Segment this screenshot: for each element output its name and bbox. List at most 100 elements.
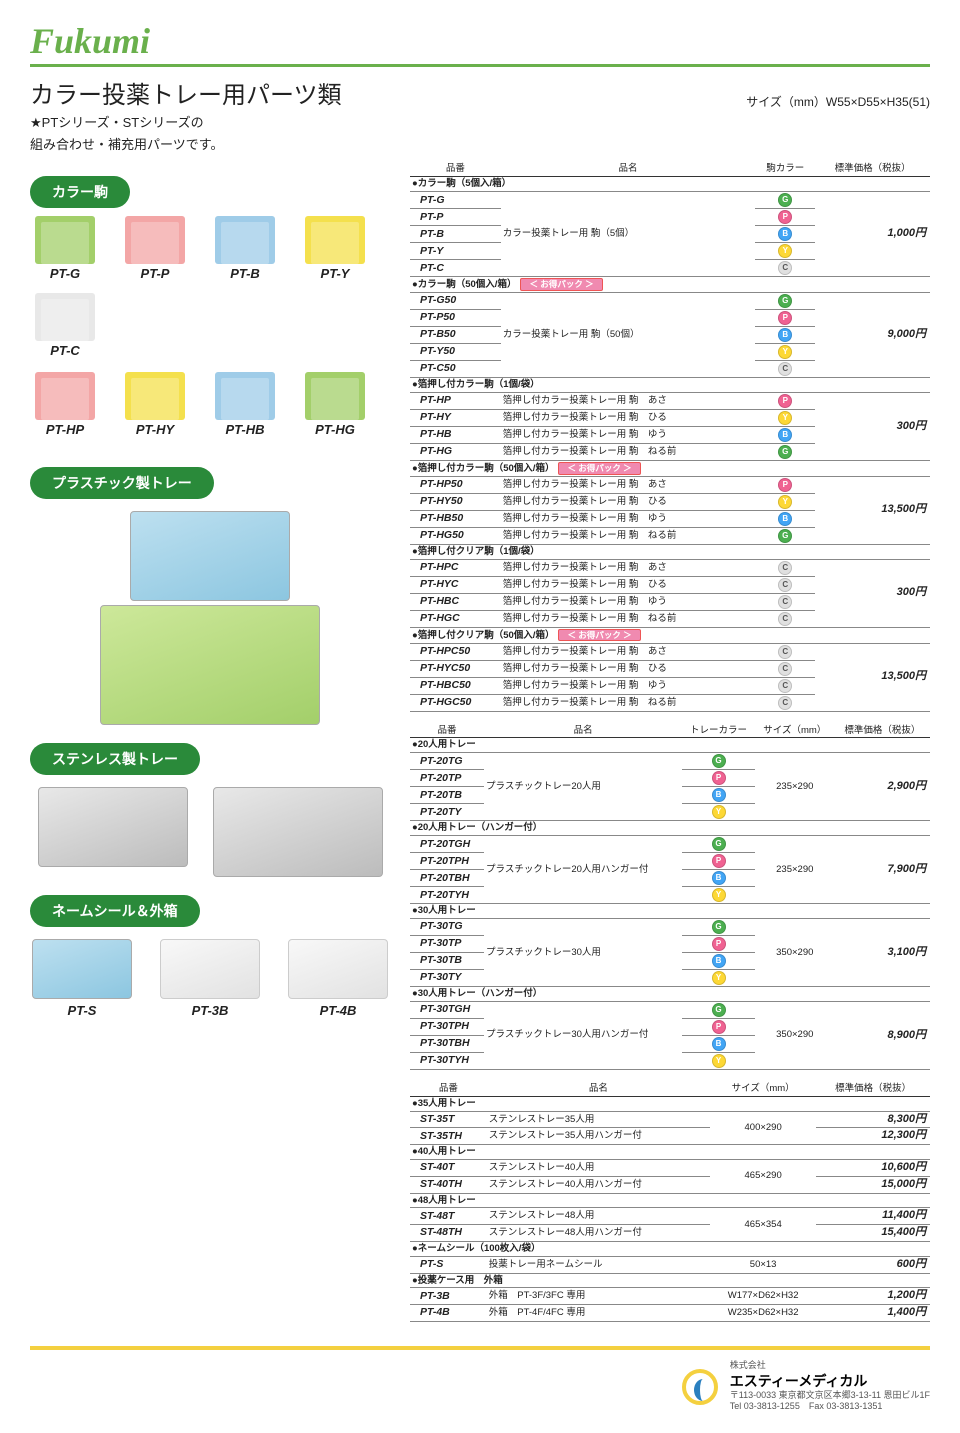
t3-section: ●投薬ケース用 外箱 <box>410 1273 930 1288</box>
t1-badge: C <box>755 610 815 627</box>
t1-badge: Y <box>755 344 815 361</box>
t2-badge: B <box>682 787 755 804</box>
size-note: サイズ（mm）W55×D55×H35(51) <box>746 93 930 110</box>
swatch-PT-HB: PT-HB <box>210 372 280 437</box>
t1-badge: C <box>755 660 815 677</box>
steel-tray-image-1 <box>38 787 188 867</box>
t2-header: 品名 <box>484 724 682 738</box>
t2-section: ●30人用トレー <box>410 904 930 919</box>
subtitle-2: 組み合わせ・補充用パーツです。 <box>30 136 930 154</box>
section-pill-stray: ステンレス製トレー <box>30 743 200 775</box>
table-koma: 品番品名駒カラー標準価格（税抜）●カラー駒（5個入/箱）PT-Gカラー投薬トレー… <box>410 162 930 711</box>
t2-code: PT-20TB <box>410 787 484 804</box>
t2-badge: Y <box>682 1052 755 1069</box>
section-pill-name: ネームシール＆外箱 <box>30 895 200 927</box>
t1-code: PT-HP <box>410 392 501 409</box>
t2-badge: P <box>682 853 755 870</box>
t3-price: 11,400円 <box>816 1208 930 1225</box>
t2-size: 235×290 <box>755 753 835 821</box>
t1-name: 箔押し付カラー投薬トレー用 駒 ゆう <box>501 677 755 694</box>
t1-code: PT-HGC50 <box>410 694 501 711</box>
left-column: カラー駒 PT-GPT-PPT-BPT-YPT-C PT-HPPT-HYPT-H… <box>30 162 390 1322</box>
t3-price: 600円 <box>816 1256 930 1273</box>
t1-code: PT-HP50 <box>410 476 501 493</box>
t3-price: 15,000円 <box>816 1176 930 1193</box>
t1-price: 9,000円 <box>815 293 930 378</box>
t2-price: 7,900円 <box>835 836 930 904</box>
t2-code: PT-20TYH <box>410 887 484 904</box>
t1-name: 箔押し付カラー投薬トレー用 駒 あさ <box>501 476 755 493</box>
t3-name: ステンレストレー48人用ハンガー付 <box>487 1225 710 1242</box>
t1-code: PT-HB <box>410 426 501 443</box>
t3-section: ●40人用トレー <box>410 1145 930 1160</box>
t1-section: ●箔押し付クリア駒（1個/袋） <box>410 544 930 559</box>
t1-price: 1,000円 <box>815 192 930 277</box>
t1-badge: Y <box>755 493 815 510</box>
t1-badge: P <box>755 310 815 327</box>
swatch-PT-P: PT-P <box>120 216 190 281</box>
t2-badge: B <box>682 870 755 887</box>
t3-price: 15,400円 <box>816 1225 930 1242</box>
t3-size: W177×D62×H32 <box>710 1288 816 1305</box>
t3-section: ●ネームシール（100枚入/袋） <box>410 1241 930 1256</box>
t2-name: プラスチックトレー20人用 <box>484 753 682 821</box>
t1-badge: C <box>755 677 815 694</box>
swatch-PT-Y: PT-Y <box>300 216 370 281</box>
t1-name: 箔押し付カラー投薬トレー用 駒 ゆう <box>501 510 755 527</box>
swatch-PT-B: PT-B <box>210 216 280 281</box>
t1-code: PT-HB50 <box>410 510 501 527</box>
t1-price: 300円 <box>815 392 930 460</box>
t2-header: 標準価格（税抜） <box>835 724 930 738</box>
t1-name: 箔押し付カラー投薬トレー用 駒 あさ <box>501 643 755 660</box>
t3-size: 50×13 <box>710 1256 816 1273</box>
t3-size: W235×D62×H32 <box>710 1305 816 1322</box>
t3-section: ●48人用トレー <box>410 1193 930 1208</box>
t1-badge: B <box>755 226 815 243</box>
t3-code: ST-40TH <box>410 1176 487 1193</box>
t3-code: ST-35TH <box>410 1128 487 1145</box>
t2-price: 8,900円 <box>835 1001 930 1069</box>
t3-code: ST-48TH <box>410 1225 487 1242</box>
t1-code: PT-P50 <box>410 310 501 327</box>
t1-header: 標準価格（税抜） <box>815 162 930 176</box>
t1-badge: C <box>755 361 815 378</box>
page-title: カラー投薬トレー用パーツ類 <box>30 75 342 110</box>
t1-badge: C <box>755 593 815 610</box>
t3-code: ST-40T <box>410 1160 487 1177</box>
t2-badge: G <box>682 1001 755 1018</box>
t1-name: 箔押し付カラー投薬トレー用 駒 ねる前 <box>501 527 755 544</box>
t3-name: ステンレストレー48人用 <box>487 1208 710 1225</box>
t1-code: PT-HY50 <box>410 493 501 510</box>
t2-badge: P <box>682 770 755 787</box>
t2-badge: Y <box>682 970 755 987</box>
t2-code: PT-20TY <box>410 804 484 821</box>
t2-code: PT-30TBH <box>410 1035 484 1052</box>
footer: 株式会社 エスティーメディカル 〒113-0033 東京都文京区本郷3-13-1… <box>30 1346 930 1413</box>
t1-name: 箔押し付カラー投薬トレー用 駒 ねる前 <box>501 443 755 460</box>
t3-price: 8,300円 <box>816 1111 930 1128</box>
t2-code: PT-20TBH <box>410 870 484 887</box>
t2-size: 350×290 <box>755 919 835 987</box>
t2-header: トレーカラー <box>682 724 755 738</box>
t2-code: PT-30TPH <box>410 1018 484 1035</box>
t2-code: PT-20TPH <box>410 853 484 870</box>
bottom-item-PT-4B: PT-4B <box>286 935 390 1018</box>
t2-name: プラスチックトレー30人用 <box>484 919 682 987</box>
t3-name: 外箱 PT-3F/3FC 専用 <box>487 1288 710 1305</box>
t1-badge: C <box>755 576 815 593</box>
t3-code: PT-S <box>410 1256 487 1273</box>
bottom-product-row: PT-SPT-3BPT-4B <box>30 935 390 1018</box>
t3-header: サイズ（mm） <box>710 1082 816 1096</box>
steel-tray-image-2 <box>213 787 383 877</box>
t1-section: ●箔押し付カラー駒（50個入/箱）＜ お得パック ＞ <box>410 460 930 476</box>
t3-size: 400×290 <box>710 1111 816 1145</box>
t2-size: 235×290 <box>755 836 835 904</box>
footer-tel-line: Tel 03-3813-1255 Fax 03-3813-1351 <box>730 1401 930 1413</box>
t1-code: PT-B <box>410 226 501 243</box>
t2-code: PT-30TY <box>410 970 484 987</box>
t1-code: PT-HYC50 <box>410 660 501 677</box>
t1-code: PT-HPC <box>410 559 501 576</box>
t1-code: PT-G <box>410 192 501 209</box>
t2-code: PT-20TGH <box>410 836 484 853</box>
t3-price: 12,300円 <box>816 1128 930 1145</box>
